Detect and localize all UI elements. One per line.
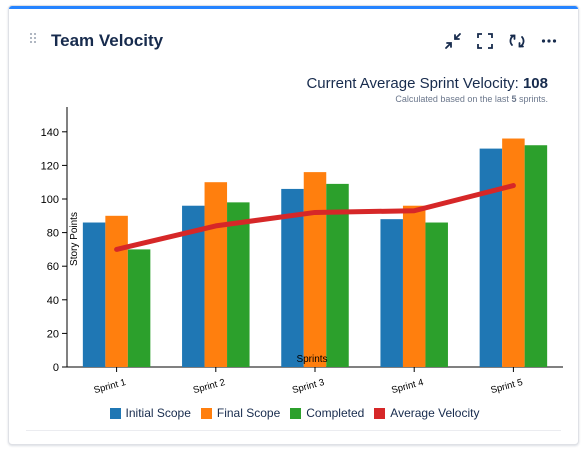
x-axis-label: Sprints bbox=[296, 354, 327, 365]
bar-initial-scope bbox=[182, 205, 205, 367]
y-tick-label: 80 bbox=[47, 228, 59, 240]
velocity-chart: 0 20 40 60 80 100 120 140 Sprint 1 Sprint 2 Sprint… bbox=[41, 107, 563, 396]
refresh-icon bbox=[509, 34, 525, 48]
legend-item-final-scope[interactable]: Final Scope bbox=[200, 406, 281, 420]
current-velocity-summary: Current Average Sprint Velocity: 108 bbox=[306, 75, 548, 92]
chart-legend: Initial Scope Final Scope Completed Aver… bbox=[9, 406, 580, 420]
x-tick-label: Sprint 4 bbox=[390, 377, 424, 396]
calc-note-prefix: Calculated based on the last bbox=[395, 94, 509, 104]
legend-label: Final Scope bbox=[216, 406, 281, 420]
legend-label: Initial Scope bbox=[125, 406, 191, 420]
team-velocity-gadget: Team Velocity Current Aver bbox=[8, 5, 579, 445]
bar-final-scope bbox=[502, 138, 525, 367]
y-tick-label: 100 bbox=[41, 194, 59, 206]
more-actions-button[interactable] bbox=[538, 30, 560, 52]
calc-note-suffix: sprints. bbox=[518, 94, 548, 104]
y-tick-label: 20 bbox=[47, 328, 59, 340]
legend-swatch bbox=[109, 407, 121, 419]
more-dots-icon bbox=[541, 39, 557, 43]
accent-bar bbox=[9, 6, 578, 9]
legend-swatch bbox=[290, 407, 302, 419]
y-tick-label: 120 bbox=[41, 160, 59, 172]
x-tick-label: Sprint 2 bbox=[192, 377, 226, 396]
bar-final-scope bbox=[303, 172, 327, 367]
fullscreen-icon bbox=[477, 33, 493, 49]
calc-note-count: 5 bbox=[511, 94, 517, 104]
x-tick-label: Sprint 3 bbox=[291, 377, 325, 396]
legend-item-average-velocity[interactable]: Average Velocity bbox=[374, 406, 479, 420]
y-tick-label: 60 bbox=[47, 261, 59, 273]
bar-initial-scope bbox=[281, 188, 304, 367]
calculation-note: Calculated based on the last 5 sprints. bbox=[395, 94, 548, 104]
refresh-button[interactable] bbox=[506, 30, 528, 52]
bar-final-scope bbox=[402, 205, 426, 367]
legend-item-completed[interactable]: Completed bbox=[290, 406, 364, 420]
velocity-label: Current Average Sprint Velocity: bbox=[306, 75, 519, 92]
bar-final-scope bbox=[204, 182, 228, 367]
bar-completed bbox=[326, 183, 349, 367]
y-axis-label: Story Points bbox=[69, 212, 80, 266]
gadget-toolbar bbox=[442, 30, 560, 52]
fullscreen-button[interactable] bbox=[474, 30, 496, 52]
x-tick-label: Sprint 1 bbox=[93, 377, 127, 396]
bar-completed bbox=[227, 202, 250, 367]
y-tick-label: 140 bbox=[41, 127, 59, 139]
legend-item-initial-scope[interactable]: Initial Scope bbox=[109, 406, 191, 420]
legend-label: Average Velocity bbox=[390, 406, 480, 420]
divider bbox=[26, 430, 561, 431]
bar-initial-scope bbox=[82, 222, 106, 367]
collapse-button[interactable] bbox=[442, 30, 464, 52]
bar-final-scope bbox=[105, 215, 128, 367]
legend-swatch bbox=[200, 407, 212, 419]
bar-completed bbox=[524, 145, 548, 367]
bar-completed bbox=[425, 222, 448, 367]
legend-swatch bbox=[374, 407, 386, 419]
y-tick-label: 40 bbox=[47, 295, 59, 307]
collapse-arrows-icon bbox=[445, 33, 461, 49]
gadget-title: Team Velocity bbox=[51, 31, 164, 50]
average-velocity-line bbox=[114, 183, 516, 252]
drag-handle-icon[interactable] bbox=[30, 33, 38, 45]
legend-label: Completed bbox=[306, 406, 365, 420]
x-tick-label: Sprint 5 bbox=[490, 377, 524, 396]
bar-initial-scope bbox=[380, 219, 403, 367]
bar-completed bbox=[127, 249, 151, 367]
velocity-value: 108 bbox=[522, 75, 548, 92]
bar-initial-scope bbox=[479, 148, 503, 367]
y-tick-label: 0 bbox=[53, 362, 59, 374]
